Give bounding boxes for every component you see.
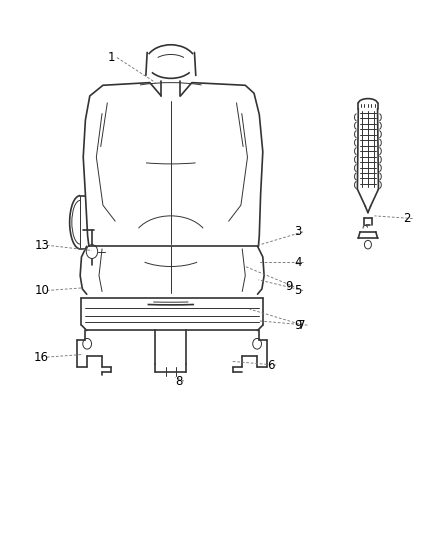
Text: 3: 3 (294, 225, 301, 238)
Text: 9: 9 (294, 319, 302, 332)
Text: 6: 6 (267, 359, 275, 372)
Text: 4: 4 (294, 256, 302, 269)
Text: 1: 1 (108, 51, 116, 64)
Text: 5: 5 (294, 284, 301, 297)
Text: 13: 13 (34, 239, 49, 252)
Text: 16: 16 (34, 351, 49, 364)
Text: 10: 10 (34, 284, 49, 297)
Text: 7: 7 (298, 319, 306, 332)
Text: 8: 8 (175, 375, 182, 387)
Text: 9: 9 (285, 280, 293, 293)
Text: 2: 2 (403, 212, 411, 225)
